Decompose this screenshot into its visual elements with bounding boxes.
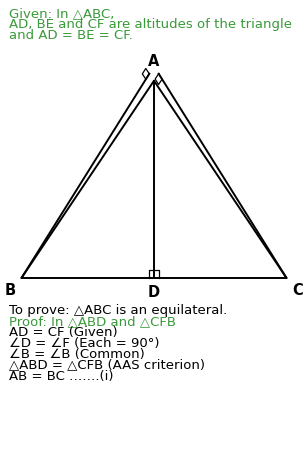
Text: AD, BE and CF are altitudes of the triangle: AD, BE and CF are altitudes of the trian… xyxy=(9,18,292,31)
Text: and AD = BE = CF.: and AD = BE = CF. xyxy=(9,29,133,42)
Text: Given: In △ABC,: Given: In △ABC, xyxy=(9,7,115,20)
Text: ∠D = ∠F (Each = 90°): ∠D = ∠F (Each = 90°) xyxy=(9,337,160,350)
Text: C: C xyxy=(293,283,303,298)
Text: ∠B = ∠B (Common): ∠B = ∠B (Common) xyxy=(9,348,145,361)
Text: Proof: In △ABD and △CFB: Proof: In △ABD and △CFB xyxy=(9,315,176,328)
Text: AB = BC …….(i): AB = BC …….(i) xyxy=(9,370,114,382)
Text: △ABD = △CFB (AAS criterion): △ABD = △CFB (AAS criterion) xyxy=(9,359,205,371)
Text: D: D xyxy=(148,285,160,300)
Text: A: A xyxy=(148,54,160,69)
Text: B: B xyxy=(4,283,15,298)
Text: AD = CF (Given): AD = CF (Given) xyxy=(9,326,118,339)
Text: To prove: △ABC is an equilateral.: To prove: △ABC is an equilateral. xyxy=(9,304,228,317)
